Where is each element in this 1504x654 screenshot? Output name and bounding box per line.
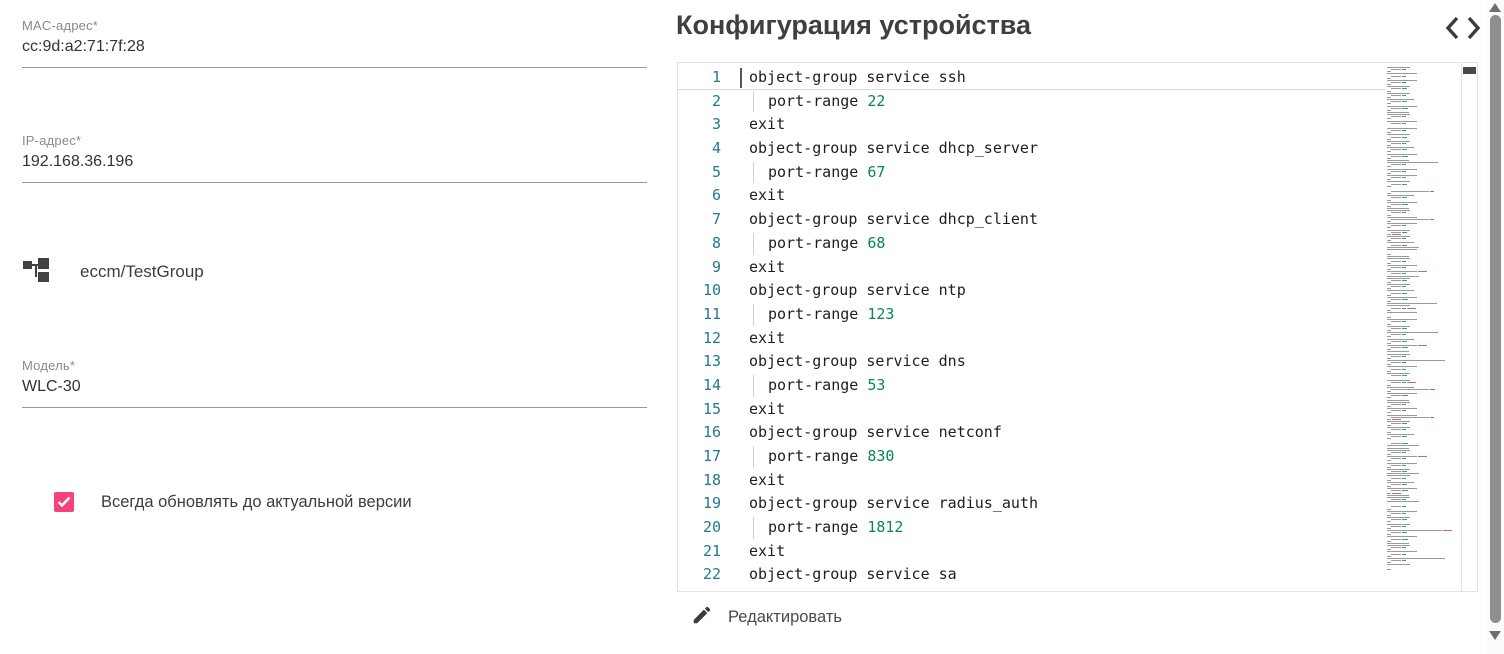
line-content: port-range 830 xyxy=(749,445,894,469)
code-line[interactable]: 11 port-range 123 xyxy=(678,303,1385,327)
code-line[interactable]: 5 port-range 67 xyxy=(678,161,1385,185)
edit-config-button[interactable]: Редактировать xyxy=(691,604,842,631)
line-content: object-group service radius_auth xyxy=(749,494,1038,513)
line-number: 7 xyxy=(711,210,721,229)
auto-update-row: Всегда обновлять до актуальной версии xyxy=(54,492,412,512)
code-line[interactable]: 12 exit xyxy=(678,327,1385,351)
code-line[interactable]: 15 exit xyxy=(678,398,1385,422)
code-line[interactable]: 10 object-group service ntp xyxy=(678,279,1385,303)
scroll-up-arrow-icon[interactable] xyxy=(1489,2,1501,12)
code-line[interactable]: 9 exit xyxy=(678,256,1385,280)
config-panel-title: Конфигурация устройства xyxy=(676,10,1032,40)
line-number: 14 xyxy=(702,375,721,394)
line-content: port-range 53 xyxy=(749,374,885,398)
line-content: object-group service ssh xyxy=(740,66,966,90)
line-content: object-group service dhcp_server xyxy=(749,139,1038,158)
line-number: 19 xyxy=(702,494,721,513)
line-content: exit xyxy=(749,115,786,134)
line-content: port-range 67 xyxy=(749,161,885,185)
code-icon xyxy=(1445,16,1481,40)
ip-address-field: IP-адрес* 192.168.36.196 xyxy=(22,133,647,183)
code-line[interactable]: 14 port-range 53 xyxy=(678,374,1385,398)
mac-address-input[interactable]: cc:9d:a2:71:7f:28 xyxy=(22,38,145,55)
code-line[interactable]: 20 port-range 1812 xyxy=(678,516,1385,540)
code-line[interactable]: 13 object-group service dns xyxy=(678,350,1385,374)
line-content: exit xyxy=(749,470,786,489)
line-number: 18 xyxy=(702,470,721,489)
edit-config-label: Редактировать xyxy=(728,608,842,626)
code-line[interactable]: 6 exit xyxy=(678,184,1385,208)
line-content: port-range 123 xyxy=(749,303,894,327)
mac-address-field: MAC-адрес* cc:9d:a2:71:7f:28 xyxy=(22,18,647,68)
code-lines: 1 object-group service ssh 2 port-range 22 3… xyxy=(678,63,1385,591)
ip-address-label: IP-адрес* xyxy=(22,133,82,148)
code-line[interactable]: 3 exit xyxy=(678,113,1385,137)
line-content: exit xyxy=(749,328,786,347)
line-number: 6 xyxy=(711,186,721,205)
code-line[interactable]: 21 exit xyxy=(678,540,1385,564)
code-view-button[interactable] xyxy=(1443,14,1483,42)
code-line[interactable]: 1 object-group service ssh xyxy=(678,66,1385,90)
line-content: object-group service dhcp_client xyxy=(749,210,1038,229)
line-content: port-range 1812 xyxy=(749,516,903,540)
line-number: 5 xyxy=(711,162,721,181)
line-number: 12 xyxy=(702,328,721,347)
line-number: 15 xyxy=(702,399,721,418)
checkmark-icon xyxy=(57,496,71,508)
model-label: Модель* xyxy=(22,358,76,373)
page-scrollbar-thumb[interactable] xyxy=(1489,15,1501,623)
line-content: object-group service ntp xyxy=(749,281,966,300)
pencil-icon xyxy=(691,604,713,631)
code-line[interactable]: 4 object-group service dhcp_server xyxy=(678,137,1385,161)
line-content: exit xyxy=(749,186,786,205)
page-scrollbar[interactable] xyxy=(1487,0,1504,654)
line-content: port-range 22 xyxy=(749,90,885,114)
line-number: 9 xyxy=(711,257,721,276)
model-field: Модель* WLC-30 xyxy=(22,358,647,408)
line-number: 8 xyxy=(711,233,721,252)
group-hierarchy-icon xyxy=(22,255,50,288)
line-number: 2 xyxy=(711,91,721,110)
line-number: 20 xyxy=(702,518,721,537)
code-line[interactable]: 22 object-group service sa xyxy=(678,563,1385,587)
line-content: object-group service sa xyxy=(749,565,957,584)
line-number: 3 xyxy=(711,115,721,134)
line-number: 22 xyxy=(702,565,721,584)
code-line[interactable]: 7 object-group service dhcp_client xyxy=(678,208,1385,232)
line-content: exit xyxy=(749,257,786,276)
line-number: 16 xyxy=(702,423,721,442)
line-number: 13 xyxy=(702,352,721,371)
code-line[interactable]: 17 port-range 830 xyxy=(678,445,1385,469)
line-content: object-group service dns xyxy=(749,352,966,371)
auto-update-label: Всегда обновлять до актуальной версии xyxy=(101,492,412,511)
editor-scrollbar-thumb[interactable] xyxy=(1463,67,1476,74)
config-code-editor[interactable]: 1 object-group service ssh 2 port-range 22 3… xyxy=(677,62,1478,592)
line-number: 4 xyxy=(711,139,721,158)
auto-update-checkbox[interactable] xyxy=(54,492,74,512)
code-line[interactable]: 16 object-group service netconf xyxy=(678,421,1385,445)
mac-address-label: MAC-адрес* xyxy=(22,18,99,33)
line-content: exit xyxy=(749,399,786,418)
code-line[interactable]: 2 port-range 22 xyxy=(678,90,1385,114)
line-number: 10 xyxy=(702,281,721,300)
model-input[interactable]: WLC-30 xyxy=(22,378,81,395)
minimap[interactable] xyxy=(1386,67,1460,587)
device-group-value: eccm/TestGroup xyxy=(80,261,204,281)
line-number: 17 xyxy=(702,447,721,465)
editor-scrollbar[interactable] xyxy=(1461,63,1477,591)
line-content: object-group service netconf xyxy=(749,423,1002,442)
scroll-down-arrow-icon[interactable] xyxy=(1489,631,1501,641)
text-cursor xyxy=(740,68,742,88)
code-line[interactable]: 18 exit xyxy=(678,469,1385,493)
code-line[interactable]: 8 port-range 68 xyxy=(678,232,1385,256)
device-group-selector[interactable]: eccm/TestGroup xyxy=(22,255,204,288)
line-content: port-range 68 xyxy=(749,232,885,256)
line-content: exit xyxy=(749,541,786,560)
line-number: 1 xyxy=(711,68,721,86)
line-number: 21 xyxy=(702,541,721,560)
code-line[interactable]: 19 object-group service radius_auth xyxy=(678,492,1385,516)
ip-address-input[interactable]: 192.168.36.196 xyxy=(22,153,134,170)
line-number: 11 xyxy=(702,304,721,323)
